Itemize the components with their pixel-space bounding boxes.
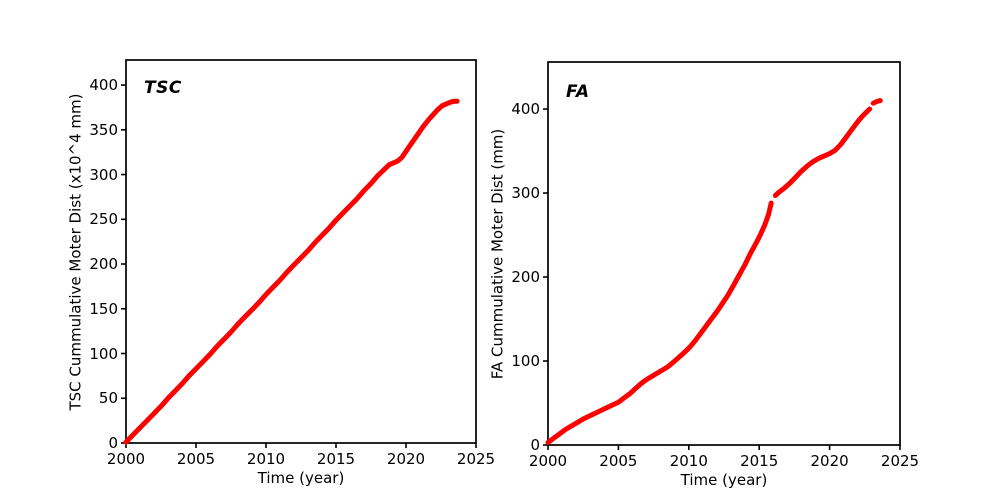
- data-series-line: [545, 200, 774, 445]
- y-tick-label: 250: [89, 210, 118, 229]
- y-tick-label: 400: [511, 100, 540, 119]
- y-tick-label: 0: [530, 436, 540, 454]
- axes-frame: [547, 61, 901, 446]
- y-tick-label: 200: [89, 255, 118, 274]
- y-tick-label: 100: [511, 352, 540, 370]
- data-series-line: [123, 98, 460, 445]
- x-tick-label: 2025: [456, 450, 496, 468]
- y-tick-label: 300: [511, 184, 540, 203]
- y-axis-label-tsc: TSC Cummulative Moter Dist (x10^4 mm): [66, 92, 84, 411]
- x-tick-label: 2020: [810, 452, 849, 470]
- x-axis-label-tsc: Time (year): [257, 469, 345, 487]
- data-series-line: [772, 106, 873, 198]
- x-tick-label: 2005: [176, 450, 216, 468]
- y-axis-label-fa: FA Cummulative Moter Dist (mm): [488, 128, 506, 379]
- x-tick-label: 2015: [740, 452, 779, 470]
- data-series-line: [870, 98, 883, 106]
- x-tick-label: 2010: [669, 452, 708, 470]
- y-tick-label: 0: [108, 434, 118, 452]
- y-tick-label: 350: [89, 120, 118, 139]
- x-tick-label: 2010: [246, 450, 286, 468]
- plot-annotation-fa: FA: [566, 82, 590, 102]
- y-tick-label: 300: [89, 165, 118, 184]
- y-tick-label: 150: [89, 299, 118, 318]
- x-tick-label: 2020: [386, 450, 426, 468]
- y-tick-label: 100: [89, 344, 118, 363]
- y-tick-label: 400: [89, 76, 118, 95]
- x-tick-label: 2000: [106, 450, 146, 468]
- x-tick-label: 2015: [316, 450, 356, 468]
- y-tick-label: 50: [98, 389, 118, 408]
- axes-frame: [125, 59, 477, 444]
- y-tick-label: 200: [511, 268, 540, 287]
- x-tick-label: 2005: [599, 452, 638, 470]
- plot-annotation-tsc: TSC: [144, 78, 182, 98]
- x-tick-label: 2000: [528, 452, 568, 470]
- x-axis-label-fa: Time (year): [680, 471, 768, 489]
- x-tick-label: 2025: [880, 452, 920, 470]
